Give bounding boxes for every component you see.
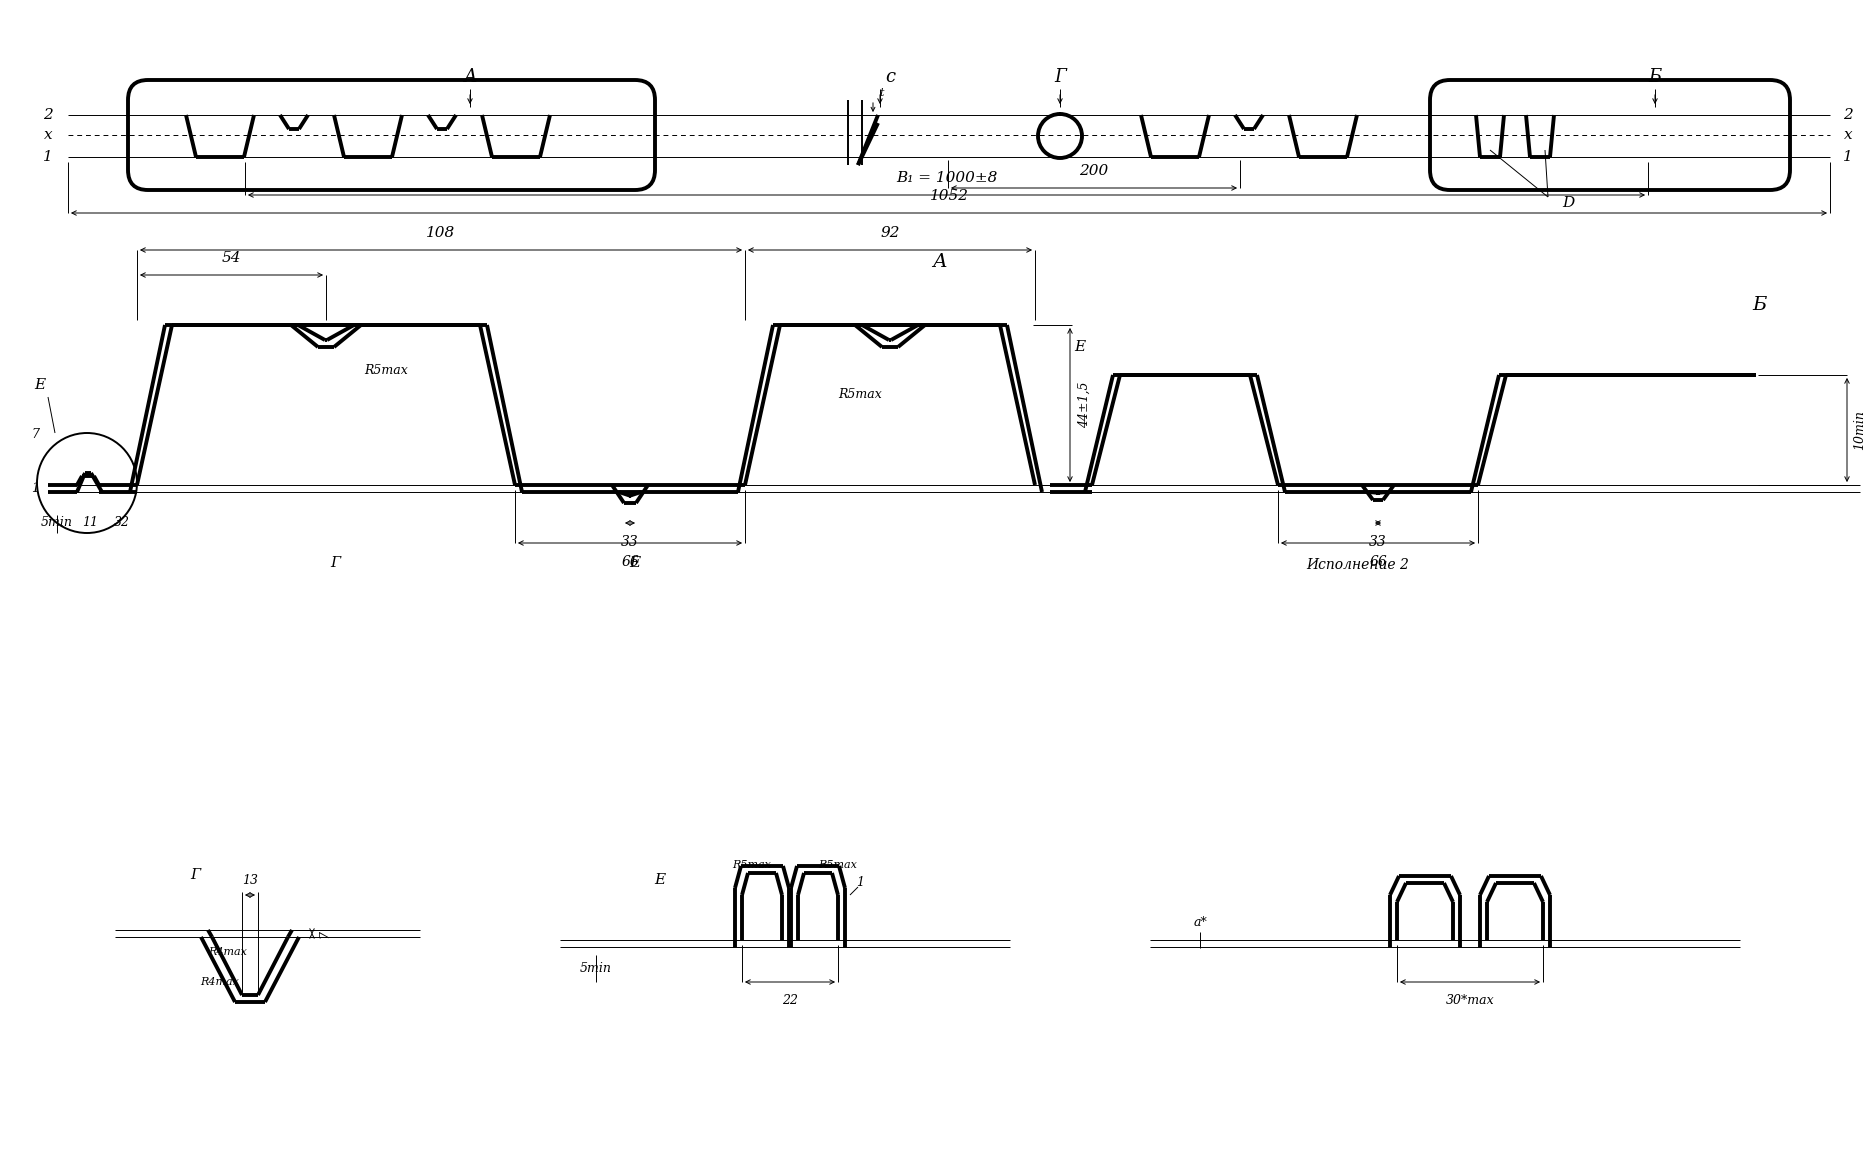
Text: R5max: R5max xyxy=(819,860,858,870)
Text: х: х xyxy=(43,128,52,142)
Text: Исполнение 2: Исполнение 2 xyxy=(1307,558,1410,572)
Text: 2: 2 xyxy=(1844,109,1853,122)
Text: R5max: R5max xyxy=(365,364,408,377)
Text: R4max: R4max xyxy=(200,977,239,988)
Text: 108: 108 xyxy=(426,226,456,240)
Text: 33: 33 xyxy=(1369,535,1388,549)
Text: 66: 66 xyxy=(1369,556,1388,569)
Text: 5min: 5min xyxy=(41,516,73,529)
Text: 200: 200 xyxy=(1079,164,1109,178)
Text: 32: 32 xyxy=(114,516,131,529)
Text: Е: Е xyxy=(34,378,45,392)
Text: Е: Е xyxy=(654,873,666,887)
Text: 7: 7 xyxy=(32,429,39,441)
Text: 13: 13 xyxy=(241,874,258,887)
Text: В₁ = 1000±8: В₁ = 1000±8 xyxy=(896,171,997,185)
Text: 7: 7 xyxy=(318,930,331,938)
Text: 44±1,5: 44±1,5 xyxy=(1077,382,1090,429)
Text: 1: 1 xyxy=(856,877,864,889)
Text: D: D xyxy=(1561,196,1575,210)
Text: 1: 1 xyxy=(1844,150,1853,164)
Text: Г: Г xyxy=(1055,68,1066,85)
Text: t: t xyxy=(879,88,885,98)
Text: 10min: 10min xyxy=(1853,410,1866,450)
Text: 33: 33 xyxy=(621,535,640,549)
Text: 11: 11 xyxy=(82,516,97,529)
Text: 1: 1 xyxy=(32,483,39,495)
Text: Г: Г xyxy=(329,556,340,571)
Text: Е: Е xyxy=(630,556,641,571)
Text: Г: Г xyxy=(191,869,200,882)
Text: R5max: R5max xyxy=(838,388,883,402)
Text: 30*max: 30*max xyxy=(1446,994,1494,1007)
Text: Б: Б xyxy=(1752,296,1767,314)
Text: R5max: R5max xyxy=(733,860,772,870)
Text: Б: Б xyxy=(1647,68,1662,85)
Text: с: с xyxy=(885,68,896,85)
Text: 1: 1 xyxy=(43,150,52,164)
Text: 2: 2 xyxy=(43,109,52,122)
Text: Е: Е xyxy=(1075,340,1086,353)
Text: 22: 22 xyxy=(782,994,798,1007)
Text: 1052: 1052 xyxy=(929,189,969,203)
Text: х: х xyxy=(1844,128,1853,142)
Text: 66: 66 xyxy=(621,556,640,569)
Text: 92: 92 xyxy=(881,226,899,240)
Text: 5min: 5min xyxy=(580,961,611,975)
Text: R4max: R4max xyxy=(209,947,247,957)
Text: А: А xyxy=(464,68,477,85)
Text: А: А xyxy=(933,253,948,271)
Text: а*: а* xyxy=(1193,916,1206,929)
Text: 54: 54 xyxy=(223,251,241,264)
